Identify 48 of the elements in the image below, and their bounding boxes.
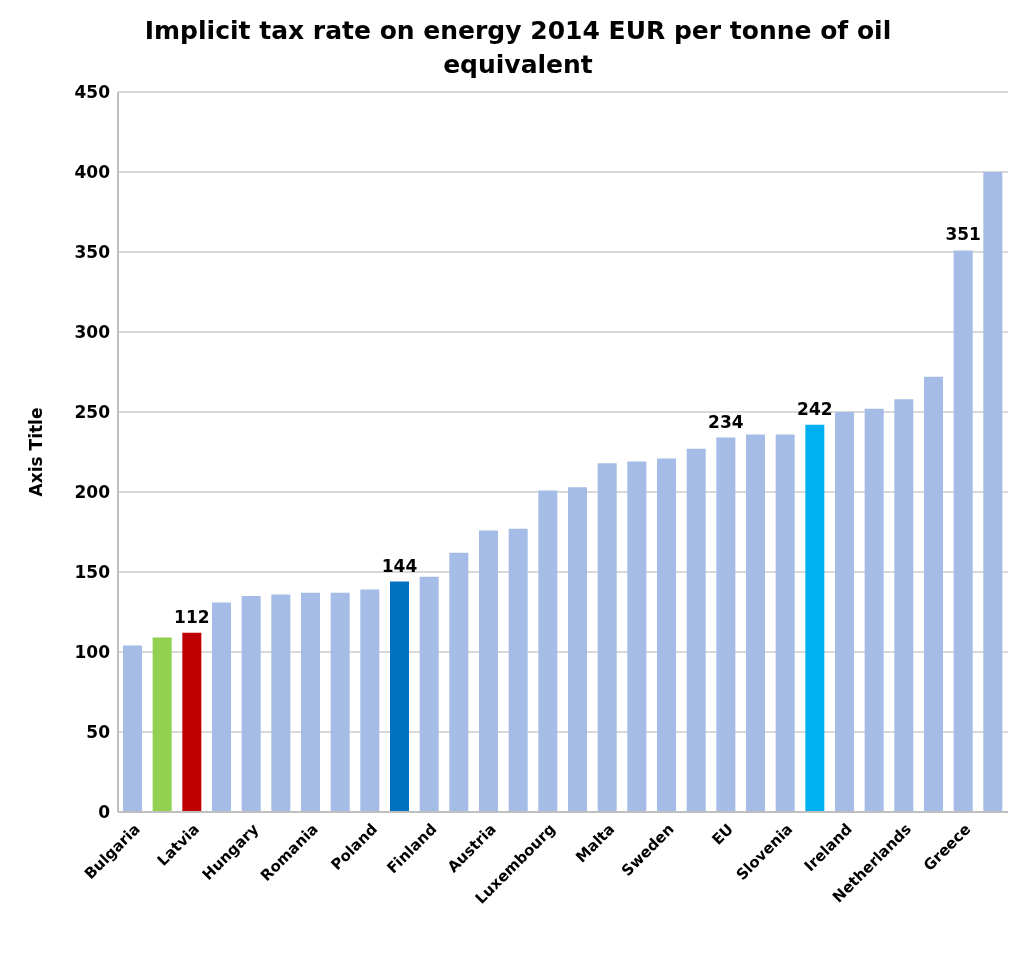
bar [271,594,291,812]
bar [983,172,1003,812]
bar [597,463,617,812]
bar [805,424,825,812]
bar [479,530,498,812]
bar [419,576,439,812]
y-tick-label: 200 [74,482,111,503]
y-tick-label: 50 [86,722,111,743]
y-tick-label: 250 [74,402,111,423]
y-axis-title: Axis Title [26,407,47,497]
data-label: 242 [797,398,833,419]
y-tick-label: 350 [74,242,111,263]
data-label: 234 [708,411,744,432]
data-label: 112 [174,606,210,627]
y-tick-label: 450 [74,82,111,103]
bar [894,399,914,812]
bar [835,412,854,812]
data-label: 351 [945,224,981,245]
bar [568,487,587,812]
bar [508,528,528,812]
bar [330,592,350,812]
bar [686,448,706,812]
bar [182,632,202,812]
bar [360,589,380,812]
bar [627,461,647,812]
bar [241,596,261,812]
bar [212,602,231,812]
bar [449,552,469,812]
bar [746,434,765,812]
bar [390,581,409,812]
bar [716,437,736,812]
bar [924,376,943,812]
chart-title: Implicit tax rate on energy 2014 EUR per tonne of oil equivalent [143,15,893,81]
bar [538,490,558,812]
bar [953,250,973,812]
bar [657,458,676,812]
bar [123,645,142,812]
bar [301,592,320,812]
bar [152,637,172,812]
y-tick-label: 150 [74,562,111,583]
x-tick-label: EU [708,820,737,849]
bar [775,434,795,812]
y-tick-label: 0 [98,802,111,823]
data-label: 144 [381,555,418,576]
y-tick-label: 300 [74,322,111,343]
bar [864,408,884,812]
y-tick-label: 100 [74,642,111,663]
y-tick-label: 400 [74,162,111,183]
